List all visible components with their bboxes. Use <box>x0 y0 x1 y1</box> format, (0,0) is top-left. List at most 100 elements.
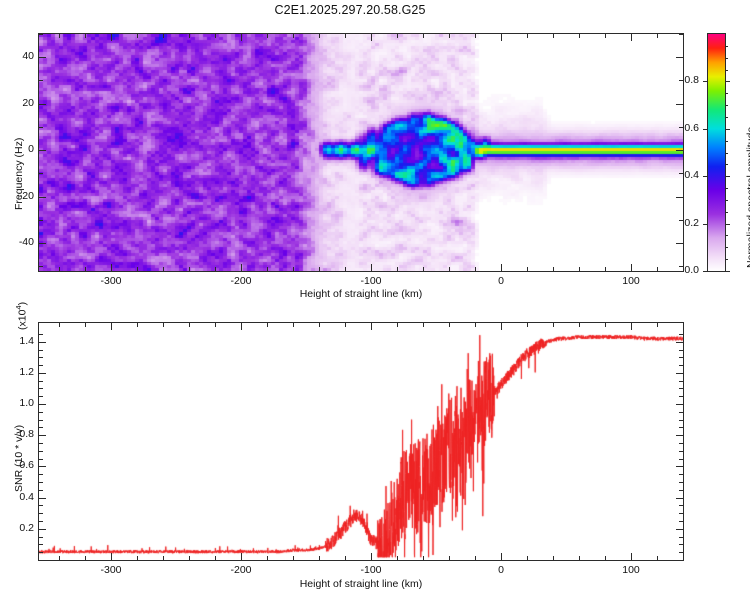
tick-mark <box>423 34 424 38</box>
tick-mark <box>676 197 683 198</box>
colorbar-gradient <box>708 34 725 271</box>
tick-mark <box>189 267 190 271</box>
tick-mark <box>267 323 268 327</box>
tick-mark <box>679 365 683 366</box>
tick-mark <box>726 271 730 272</box>
tick-label: 0 <box>498 275 504 287</box>
tick-label: 0.8 <box>19 428 34 440</box>
tick-mark <box>423 267 424 271</box>
tick-mark <box>85 323 86 327</box>
tick-mark <box>501 553 502 560</box>
tick-mark <box>39 443 43 444</box>
tick-mark <box>676 150 683 151</box>
tick-mark <box>39 342 46 343</box>
tick-label: 0 <box>498 564 504 576</box>
tick-mark <box>726 117 728 118</box>
tick-mark <box>319 267 320 271</box>
tick-mark <box>39 537 43 538</box>
snr-multiplier-exponent: 4 <box>14 305 23 310</box>
tick-mark <box>215 556 216 560</box>
tick-mark <box>683 323 684 327</box>
tick-mark <box>679 482 683 483</box>
tick-label: 0.6 <box>19 459 34 471</box>
tick-label: 1.2 <box>19 366 34 378</box>
snr-y-axis-title: SNR (10 * v/v) <box>13 424 25 492</box>
tick-mark <box>683 556 684 560</box>
tick-mark <box>39 220 43 221</box>
tick-mark <box>39 266 43 267</box>
tick-mark <box>39 173 43 174</box>
tick-label: 0.0 <box>684 264 699 276</box>
spectrogram-plot-area <box>38 33 684 272</box>
tick-mark <box>39 474 43 475</box>
tick-label: 0.2 <box>684 217 699 229</box>
tick-mark <box>679 521 683 522</box>
tick-mark <box>371 553 372 560</box>
snr-y-axis-multiplier: (x104) <box>14 302 29 330</box>
tick-mark <box>553 556 554 560</box>
tick-mark <box>85 34 86 38</box>
tick-mark <box>726 188 728 189</box>
tick-mark <box>39 197 46 198</box>
tick-mark <box>501 264 502 271</box>
tick-mark <box>39 150 46 151</box>
tick-mark <box>726 164 728 165</box>
tick-mark <box>423 556 424 560</box>
tick-mark <box>371 323 372 330</box>
tick-mark <box>111 34 112 41</box>
tick-mark <box>553 34 554 38</box>
tick-mark <box>676 435 683 436</box>
tick-mark <box>39 451 43 452</box>
tick-mark <box>189 323 190 327</box>
tick-label: -200 <box>230 275 252 287</box>
tick-label: 100 <box>622 564 640 576</box>
tick-mark <box>679 34 683 35</box>
tick-mark <box>631 34 632 41</box>
tick-mark <box>726 153 728 154</box>
tick-label: 0 <box>28 143 34 155</box>
tick-mark <box>527 323 528 327</box>
tick-mark <box>676 57 683 58</box>
tick-mark <box>683 267 684 271</box>
tick-mark <box>59 556 60 560</box>
tick-mark <box>39 365 43 366</box>
tick-mark <box>527 267 528 271</box>
tick-mark <box>39 404 46 405</box>
tick-mark <box>726 93 728 94</box>
tick-mark <box>726 141 728 142</box>
tick-mark <box>679 513 683 514</box>
tick-mark <box>475 34 476 38</box>
tick-mark <box>726 58 728 59</box>
tick-mark <box>527 556 528 560</box>
tick-mark <box>679 544 683 545</box>
tick-mark <box>657 267 658 271</box>
tick-mark <box>39 412 43 413</box>
tick-label: -300 <box>100 275 122 287</box>
tick-mark <box>657 556 658 560</box>
snr-plot-area <box>38 322 684 561</box>
tick-mark <box>293 556 294 560</box>
tick-mark <box>726 224 730 225</box>
tick-mark <box>449 556 450 560</box>
tick-mark <box>39 357 43 358</box>
tick-mark <box>631 553 632 560</box>
tick-mark <box>679 334 683 335</box>
tick-mark <box>241 323 242 330</box>
tick-mark <box>657 323 658 327</box>
tick-mark <box>579 267 580 271</box>
tick-label: 100 <box>622 275 640 287</box>
tick-mark <box>345 34 346 38</box>
tick-label: 0.2 <box>19 522 34 534</box>
tick-mark <box>679 459 683 460</box>
tick-mark <box>679 552 683 553</box>
tick-mark <box>679 357 683 358</box>
tick-mark <box>703 129 707 130</box>
tick-mark <box>39 459 43 460</box>
snr-x-axis-title: Height of straight line (km) <box>299 578 423 590</box>
tick-mark <box>449 323 450 327</box>
page-title: C2E1.2025.297.20.58.G25 <box>274 3 426 17</box>
tick-mark <box>319 556 320 560</box>
tick-mark <box>527 34 528 38</box>
tick-mark <box>676 529 683 530</box>
tick-mark <box>111 553 112 560</box>
